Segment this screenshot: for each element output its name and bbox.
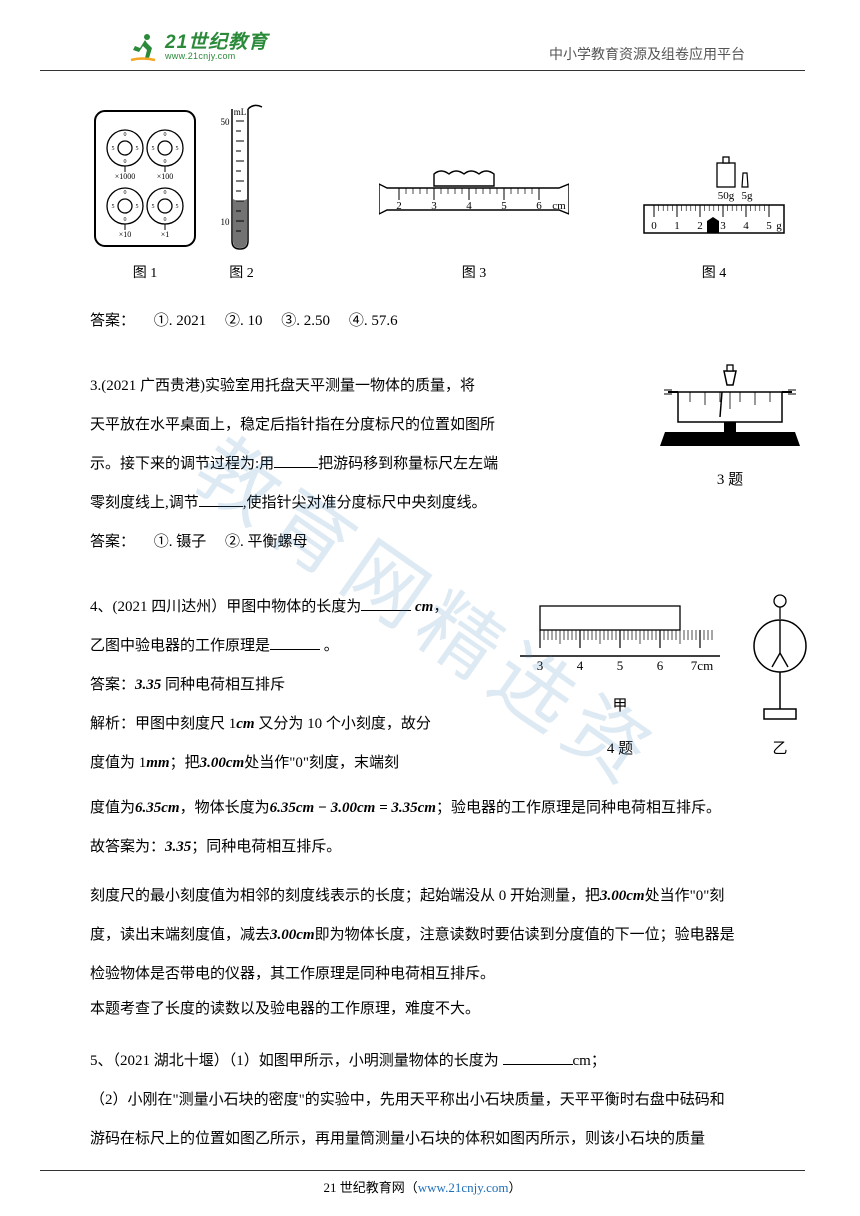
logo-url-text: www.21cnjy.com	[165, 52, 268, 61]
svg-text:0: 0	[164, 217, 167, 223]
fig-yi-caption: 乙	[772, 730, 787, 769]
svg-text:×100: ×100	[157, 172, 174, 181]
svg-text:0: 0	[164, 132, 167, 138]
figure-4: 50g 5g 0 1 2 3	[639, 151, 789, 292]
header-right-text: 中小学教育资源及组卷应用平台	[549, 44, 745, 64]
fig2-caption: 图 2	[229, 256, 254, 292]
svg-text:4: 4	[466, 200, 472, 212]
svg-text:2: 2	[697, 220, 703, 232]
fig-jia-caption: 甲	[612, 687, 627, 726]
svg-text:5: 5	[136, 204, 139, 210]
svg-text:5: 5	[766, 220, 772, 232]
svg-text:50g: 50g	[718, 190, 735, 202]
page-footer: 21 世纪教育网（www.21cnjy.com）	[40, 1170, 805, 1196]
svg-text:3: 3	[537, 658, 544, 673]
svg-text:5: 5	[617, 658, 624, 673]
svg-text:4: 4	[577, 658, 584, 673]
fig1-caption: 图 1	[133, 256, 158, 292]
svg-text:0: 0	[124, 132, 127, 138]
fig-q3-caption: 3 题	[717, 461, 743, 500]
question-3: 3 题 3.(2021 广西贵港)实验室用托盘天平测量一物体的质量，将 天平放在…	[90, 367, 800, 562]
svg-text:3: 3	[720, 220, 726, 232]
svg-text:×10: ×10	[119, 230, 132, 239]
q4-blank-2	[270, 635, 320, 650]
q3-blank-1	[274, 453, 318, 468]
svg-text:7cm: 7cm	[691, 658, 713, 673]
svg-text:×1: ×1	[161, 230, 170, 239]
q3-line2: 天平放在水平桌面上，稳定后指针指在分度标尺的位置如图所	[90, 417, 495, 433]
figure-1: 0 5 0 5 0 5 0 5 0 5 0 5 0 5 0 5 ×1000 ×100 ×10 ×1 图 1	[90, 106, 200, 292]
runner-icon	[125, 30, 159, 64]
logo-block: 21世纪教育 www.21cnjy.com	[125, 30, 268, 64]
svg-text:0: 0	[651, 220, 657, 232]
logo-cn-text: 21世纪教育	[165, 33, 268, 52]
figure-row-1: 0505 0505 0505 0505 ×1000×100 ×10×1 图 1	[90, 101, 800, 292]
fig4-caption: 图 4	[702, 256, 727, 292]
q3-line1: 3.(2021 广西贵港)实验室用托盘天平测量一物体的质量，将	[90, 378, 475, 394]
svg-text:5: 5	[152, 204, 155, 210]
figure-q3: 3 题	[650, 357, 810, 500]
q5-blank-1	[503, 1050, 573, 1065]
svg-text:5: 5	[152, 146, 155, 152]
question-4: 3 4 5 6 7cm 甲 4 题 乙	[90, 588, 800, 1024]
svg-text:0: 0	[164, 159, 167, 165]
svg-text:6: 6	[657, 658, 664, 673]
svg-text:0: 0	[124, 159, 127, 165]
svg-text:5: 5	[501, 200, 507, 212]
footer-link[interactable]: www.21cnjy.com	[418, 1180, 509, 1195]
svg-text:0: 0	[124, 190, 127, 196]
svg-text:10: 10	[221, 217, 231, 227]
svg-text:0: 0	[164, 190, 167, 196]
svg-text:×1000: ×1000	[115, 172, 136, 181]
svg-text:g: g	[776, 220, 782, 232]
svg-text:5: 5	[176, 146, 179, 152]
figure-q4: 3 4 5 6 7cm 甲 4 题 乙	[510, 588, 810, 769]
q4-blank-1	[361, 596, 411, 611]
svg-text:cm: cm	[552, 200, 566, 212]
fig3-caption: 图 3	[462, 256, 487, 292]
svg-text:1: 1	[674, 220, 680, 232]
svg-text:5g: 5g	[742, 190, 754, 202]
svg-text:0: 0	[124, 217, 127, 223]
q3-blank-2	[199, 492, 243, 507]
svg-text:3: 3	[431, 200, 437, 212]
svg-text:50: 50	[221, 117, 231, 127]
figure-3: 2 3 4 5 6 cm 图 3	[379, 166, 569, 292]
fig-q4-caption: 4 题	[607, 730, 633, 769]
svg-text:mL: mL	[234, 107, 247, 117]
question-5: 5、（2021 湖北十堰）（1）如图甲所示，小明测量物体的长度为 cm； （2）…	[90, 1042, 800, 1159]
svg-text:2: 2	[396, 200, 402, 212]
answers-1: 答案： ①. 2021 ②. 10 ③. 2.50 ④. 57.6	[90, 302, 800, 341]
svg-text:5: 5	[112, 204, 115, 210]
svg-text:5: 5	[136, 146, 139, 152]
page-header: 21世纪教育 www.21cnjy.com 中小学教育资源及组卷应用平台	[40, 0, 805, 71]
content-area: 0505 0505 0505 0505 ×1000×100 ×10×1 图 1	[0, 71, 860, 1159]
svg-text:4: 4	[743, 220, 749, 232]
svg-text:5: 5	[176, 204, 179, 210]
svg-text:6: 6	[536, 200, 542, 212]
figure-2: mL 50 10 图 2	[214, 101, 269, 292]
svg-text:5: 5	[112, 146, 115, 152]
